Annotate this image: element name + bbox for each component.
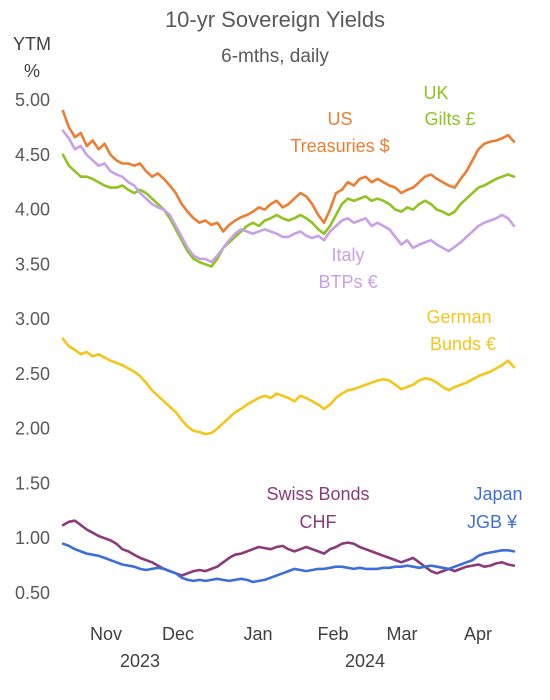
series-label-swiss-line-2: CHF [300, 512, 337, 532]
x-tick-label: Jan [243, 624, 272, 644]
x-tick-label: Mar [387, 624, 418, 644]
x-tick-label: Nov [90, 624, 122, 644]
chart-title: 10-yr Sovereign Yields [165, 7, 385, 32]
year-label-2024: 2024 [345, 651, 385, 671]
x-tick-label: Feb [317, 624, 348, 644]
series-label-uk-line-2: Gilts £ [424, 109, 475, 129]
series-labels: US Treasuries $ UK Gilts £ Italy BTPs € … [266, 83, 522, 532]
y-tick-label: 1.50 [15, 473, 50, 493]
chart-subtitle: 6-mths, daily [221, 46, 329, 67]
y-tick-label: 2.50 [15, 364, 50, 384]
series-line-italy [61, 129, 516, 264]
y-tick-label: 0.50 [15, 583, 50, 603]
series-line-swiss [61, 519, 516, 577]
series-line-germany [61, 337, 516, 436]
series-label-us-line-2: Treasuries $ [290, 136, 389, 156]
series-line-us [61, 109, 516, 233]
series-label-us-line-1: US [327, 109, 352, 129]
y-tick-label: 1.00 [15, 528, 50, 548]
series-label-germany-line-1: German [426, 307, 491, 327]
y-tick-label: 4.50 [15, 145, 50, 165]
series-lines [61, 109, 516, 584]
y-tick-label: 3.00 [15, 309, 50, 329]
y-tick-label: 2.00 [15, 419, 50, 439]
series-label-germany-line-2: Bunds € [430, 334, 496, 354]
series-label-japan-line-2: JGB ¥ [467, 512, 518, 532]
series-label-italy-line-1: Italy [331, 245, 364, 265]
y-tick-label: 4.00 [15, 200, 50, 220]
x-tick-label: Apr [464, 624, 492, 644]
y-tick-label: 5.00 [15, 90, 50, 110]
x-tick-label: Dec [162, 624, 194, 644]
series-label-uk-line-1: UK [423, 83, 448, 103]
x-axis-ticks: Nov Dec Jan Feb Mar Apr [90, 624, 492, 644]
y-axis-ticks: 5.00 4.50 4.00 3.50 3.00 2.50 2.00 1.50 1.00 0.50 [15, 90, 50, 603]
y-axis-title-line-1: YTM [13, 34, 51, 54]
y-axis-title-line-2: % [24, 61, 40, 81]
series-line-japan [61, 542, 516, 584]
series-label-japan-line-1: Japan [473, 484, 522, 504]
year-label-2023: 2023 [120, 651, 160, 671]
series-label-swiss-line-1: Swiss Bonds [266, 484, 369, 504]
y-tick-label: 3.50 [15, 254, 50, 274]
series-label-italy-line-2: BTPs € [318, 272, 377, 292]
